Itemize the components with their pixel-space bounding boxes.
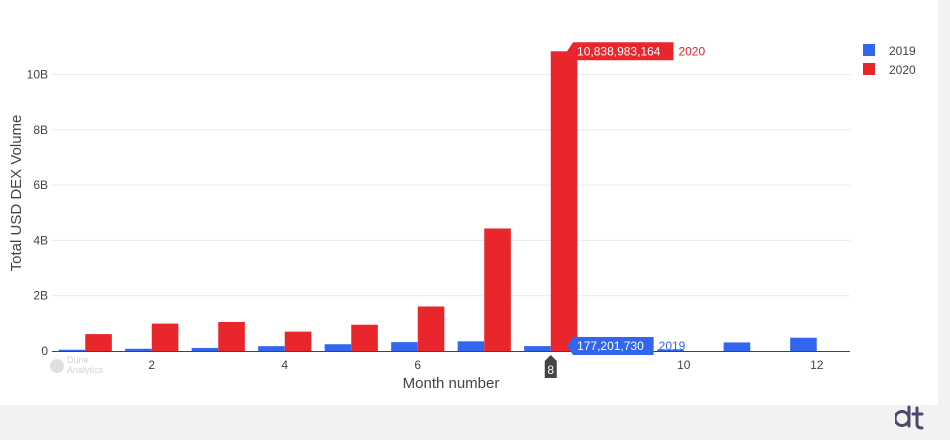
hover-value-2019: 177,201,730 [577,339,644,353]
bar-2019-month-11[interactable] [723,342,751,351]
hover-series-name-2019: 2019 [659,339,686,353]
x-axis-title: Month number [403,375,500,392]
legend-swatch-2020[interactable] [863,63,875,75]
hover-label-box-2019 [567,337,654,355]
legend-swatch-2019[interactable] [863,44,875,56]
x-tick-labels: 24681012 [148,358,823,372]
legend: 2019 2020 [863,44,916,77]
legend-label-2019[interactable]: 2019 [889,44,916,58]
bar-2020-month-8[interactable] [550,51,578,351]
gridlines [52,73,850,297]
x-tick-label: 2 [148,358,155,372]
y-tick-label: 0 [41,344,48,358]
y-axis-title: Total USD DEX Volume [8,115,25,272]
bar-2019-month-8[interactable] [524,346,551,351]
bars [58,51,817,351]
bar-2019-month-1[interactable] [58,349,86,351]
hover-label-box-2020 [567,42,674,61]
bar-2019-month-7[interactable] [457,341,485,351]
dune-analytics-watermark: Dune Analytics [50,355,104,375]
bar-2019-month-5[interactable] [324,344,352,351]
bar-2019-month-6[interactable] [391,342,418,351]
x-tick-label: 4 [281,358,288,372]
bar-2020-month-7[interactable] [484,228,511,351]
y-tick-label: 6B [33,178,48,192]
hover-value-2020: 10,838,983,164 [577,44,661,58]
bar-2019-month-10[interactable] [657,349,684,351]
bar-2019-month-3[interactable] [191,347,219,351]
bar-2019-month-2[interactable] [125,348,152,351]
bar-2019-month-4[interactable] [258,346,285,351]
y-tick-label: 10B [27,67,48,81]
x-hover-marker [544,355,557,378]
bar-2020-month-1[interactable] [85,334,112,351]
hover-series-name-2020: 2020 [678,44,705,58]
x-tick-label: 6 [414,358,421,372]
watermark-line-1: Dune [67,355,89,365]
bar-2020-month-3[interactable] [218,321,245,351]
bar-chart: 0 2B 4B 6B 8B 10B 2 4 6 8 10 12 Month number Total… [8,42,916,392]
bar-2020-month-4[interactable] [284,331,312,351]
dt-logo-icon [895,405,924,430]
legend-label-2020[interactable]: 2020 [889,63,916,77]
bar-2019-month-12[interactable] [790,337,817,351]
chart-panel: 0 2B 4B 6B 8B 10B 2 4 6 8 10 12 Month number Total… [0,0,938,405]
bar-2020-month-5[interactable] [351,324,378,351]
y-tick-label: 4B [33,233,48,247]
y-tick-label: 8B [33,123,48,137]
x-tick-label: 10 [677,358,691,372]
x-tick-label: 12 [810,358,824,372]
y-tick-label: 2B [33,289,48,303]
x-hover-label: 8 [547,363,554,377]
bar-2020-month-6[interactable] [417,306,445,351]
dune-logo-icon [50,359,64,373]
y-tick-labels: 0 2B 4B 6B 8B 10B [27,67,49,358]
watermark-line-2: Analytics [67,365,104,375]
bar-2020-month-2[interactable] [151,323,179,351]
hover-labels: 10,838,983,164 2020 177,201,730 2019 8 [544,42,705,378]
